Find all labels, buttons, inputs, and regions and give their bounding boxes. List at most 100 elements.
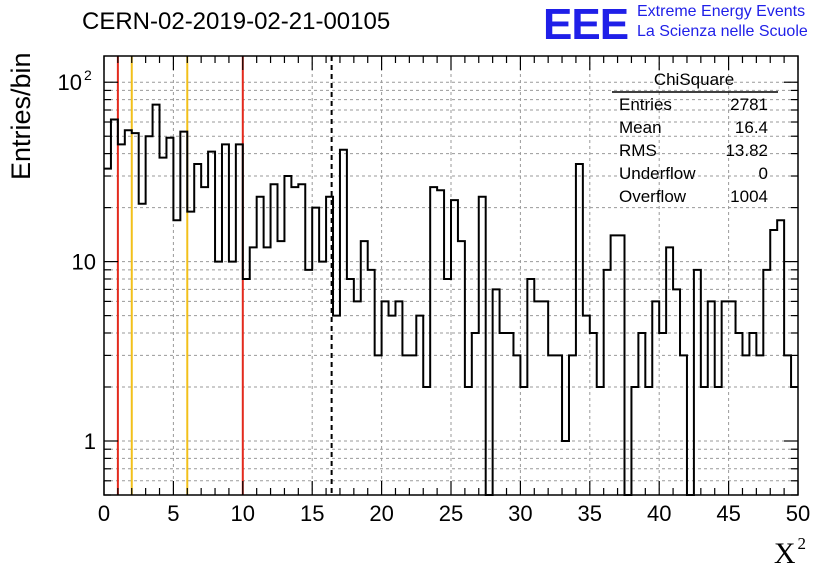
histogram-bin [513, 355, 520, 495]
eee-logo: EEE [543, 0, 629, 49]
stats-value-mean: 16.4 [735, 118, 768, 137]
histogram-bin [784, 355, 791, 495]
x-tick-label: 45 [716, 501, 740, 526]
stats-box: ChiSquare Entries 2781 Mean 16.4 RMS 13.… [612, 70, 778, 206]
histogram-bin [534, 301, 541, 495]
histogram-bin [680, 355, 687, 495]
histogram-bin [361, 241, 368, 495]
histogram-bin [187, 212, 194, 495]
y-tick-label: 10 [58, 70, 82, 95]
histogram-bin [763, 270, 770, 495]
histogram-bin [305, 270, 312, 495]
histogram-bin [749, 333, 756, 495]
histogram-bin [395, 301, 402, 495]
histogram-bin [139, 204, 146, 495]
histogram-bin [264, 247, 271, 495]
histogram-bin [326, 197, 333, 495]
histogram-bin [284, 176, 291, 495]
stats-value-entries: 2781 [730, 95, 768, 114]
histogram-bin [597, 387, 604, 495]
histogram-bin [520, 387, 527, 495]
stats-value-underflow: 0 [759, 164, 768, 183]
stats-value-overflow: 1004 [730, 187, 768, 206]
histogram-bin [194, 164, 201, 495]
stats-value-rms: 13.82 [725, 141, 768, 160]
histogram-bin [215, 262, 222, 495]
histogram-bin [437, 190, 444, 495]
histogram-bin [153, 105, 160, 495]
histogram-bin [382, 301, 389, 495]
x-tick-label: 30 [508, 501, 532, 526]
histogram-bin [236, 144, 243, 495]
histogram-bin [631, 387, 638, 495]
histogram-bin [590, 333, 597, 495]
histogram-bin [208, 152, 215, 495]
histogram-bin [278, 241, 285, 495]
axes [103, 55, 799, 496]
histogram-bin [500, 333, 507, 495]
histogram-bin [708, 301, 715, 495]
histogram-bin [715, 387, 722, 495]
histogram-bin [673, 289, 680, 495]
y-tick-label: 1 [84, 429, 96, 454]
stats-label-rms: RMS [619, 141, 657, 160]
histogram-bin [666, 247, 673, 495]
histogram-bin [548, 355, 555, 495]
histogram-bin [583, 316, 590, 495]
histogram-bin [465, 387, 472, 495]
stats-label-overflow: Overflow [619, 187, 687, 206]
histogram [104, 103, 798, 496]
histogram-bin [777, 220, 784, 495]
histogram-bin [173, 220, 180, 495]
histogram-bin [160, 158, 167, 495]
histogram-bin [694, 270, 701, 495]
histogram-bin [340, 150, 347, 495]
histogram-bin [201, 187, 208, 495]
histogram-bin [742, 355, 749, 495]
histogram-bin [756, 355, 763, 495]
histogram-bin [257, 197, 264, 495]
histogram-bin [576, 164, 583, 495]
histogram-bin [291, 187, 298, 495]
histogram-bin [541, 301, 548, 495]
histogram-bin [423, 387, 430, 495]
histogram-bin [180, 132, 187, 495]
x-tick-label: 25 [439, 501, 463, 526]
histogram-bin [319, 262, 326, 495]
histogram-bin [659, 333, 666, 495]
histogram-bin [347, 279, 354, 495]
histogram-bin [618, 235, 625, 495]
histogram-bin [729, 301, 736, 495]
histogram-bin [229, 262, 236, 495]
stats-label-mean: Mean [619, 118, 662, 137]
histogram-bin [250, 247, 257, 495]
histogram-bin [722, 301, 729, 495]
y-tick-label: 10 [72, 250, 96, 275]
histogram-bin [104, 169, 111, 495]
x-tick-label: 5 [167, 501, 179, 526]
histogram-bin [118, 144, 125, 495]
histogram-bin [409, 355, 416, 495]
y-tick-exponent: 2 [84, 67, 92, 83]
x-tick-label: 20 [369, 501, 393, 526]
grid-lines [104, 56, 798, 496]
histogram-bin [430, 187, 437, 495]
histogram-bin [479, 197, 486, 495]
histogram-line [104, 103, 798, 496]
histogram-bin [604, 270, 611, 495]
stats-label-entries: Entries [619, 95, 672, 114]
histogram-bin [375, 355, 382, 495]
histogram-bin [569, 355, 576, 495]
histogram-bin [354, 301, 361, 495]
histogram-bin [166, 138, 173, 495]
histogram-bin [402, 355, 409, 495]
histogram-bin [652, 301, 659, 495]
x-tick-label: 40 [647, 501, 671, 526]
x-tick-label: 35 [578, 501, 602, 526]
histogram-bin [333, 316, 340, 495]
histogram-bin [146, 136, 153, 495]
histogram-bin [493, 289, 500, 495]
histogram-bin [416, 316, 423, 495]
